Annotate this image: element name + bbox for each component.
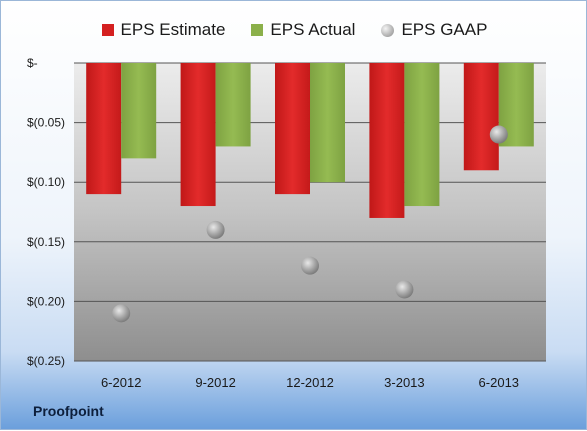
x-tick-label: 3-2013 <box>384 375 424 390</box>
legend-marker-eps-gaap <box>381 23 395 37</box>
y-tick-label: $(0.05) <box>27 116 65 130</box>
bar-eps-estimate <box>86 63 122 195</box>
bar-eps-actual <box>404 63 440 207</box>
y-tick-label: $(0.15) <box>27 235 65 249</box>
y-axis-tick-labels: $- $(0.05) $(0.10) $(0.15) $(0.20) $(0.25) <box>27 56 65 368</box>
point-eps-gaap <box>395 280 414 299</box>
point-eps-gaap <box>112 304 131 323</box>
point-eps-gaap <box>301 256 319 275</box>
x-axis-tick-labels: 6-2012 9-2012 12-2012 3-2013 6-2013 <box>101 375 519 390</box>
legend-label-eps-estimate: EPS Estimate <box>120 20 226 39</box>
company-name: Proofpoint <box>33 403 104 419</box>
point-eps-gaap <box>489 125 508 144</box>
bar-eps-estimate <box>180 63 216 207</box>
bar-eps-actual <box>215 63 251 147</box>
bar-eps-actual <box>310 63 345 183</box>
chart-legend: EPS Estimate EPS Actual EPS GAAP <box>1 17 587 43</box>
legend-item-eps-actual: EPS Actual <box>251 20 355 40</box>
bar-eps-estimate <box>275 63 310 195</box>
bar-eps-actual <box>121 63 157 159</box>
gaap-points <box>112 125 508 323</box>
legend-label-eps-gaap: EPS GAAP <box>401 20 488 39</box>
x-tick-label: 12-2012 <box>286 375 334 390</box>
point-eps-gaap <box>206 220 225 239</box>
y-tick-label: $(0.10) <box>27 175 65 189</box>
x-tick-label: 9-2012 <box>195 375 235 390</box>
legend-item-eps-gaap: EPS GAAP <box>381 20 487 40</box>
legend-item-eps-estimate: EPS Estimate <box>101 20 226 40</box>
y-tick-label: $- <box>27 56 38 70</box>
bar-eps-estimate <box>463 63 499 171</box>
legend-swatch-eps-estimate <box>101 24 114 36</box>
bar-eps-estimate <box>369 63 405 218</box>
legend-swatch-eps-actual <box>251 24 264 36</box>
legend-label-eps-actual: EPS Actual <box>270 20 356 39</box>
y-tick-label: $(0.20) <box>27 294 65 308</box>
x-tick-label: 6-2012 <box>101 375 141 390</box>
y-tick-label: $(0.25) <box>27 354 65 368</box>
x-tick-label: 6-2013 <box>479 375 519 390</box>
